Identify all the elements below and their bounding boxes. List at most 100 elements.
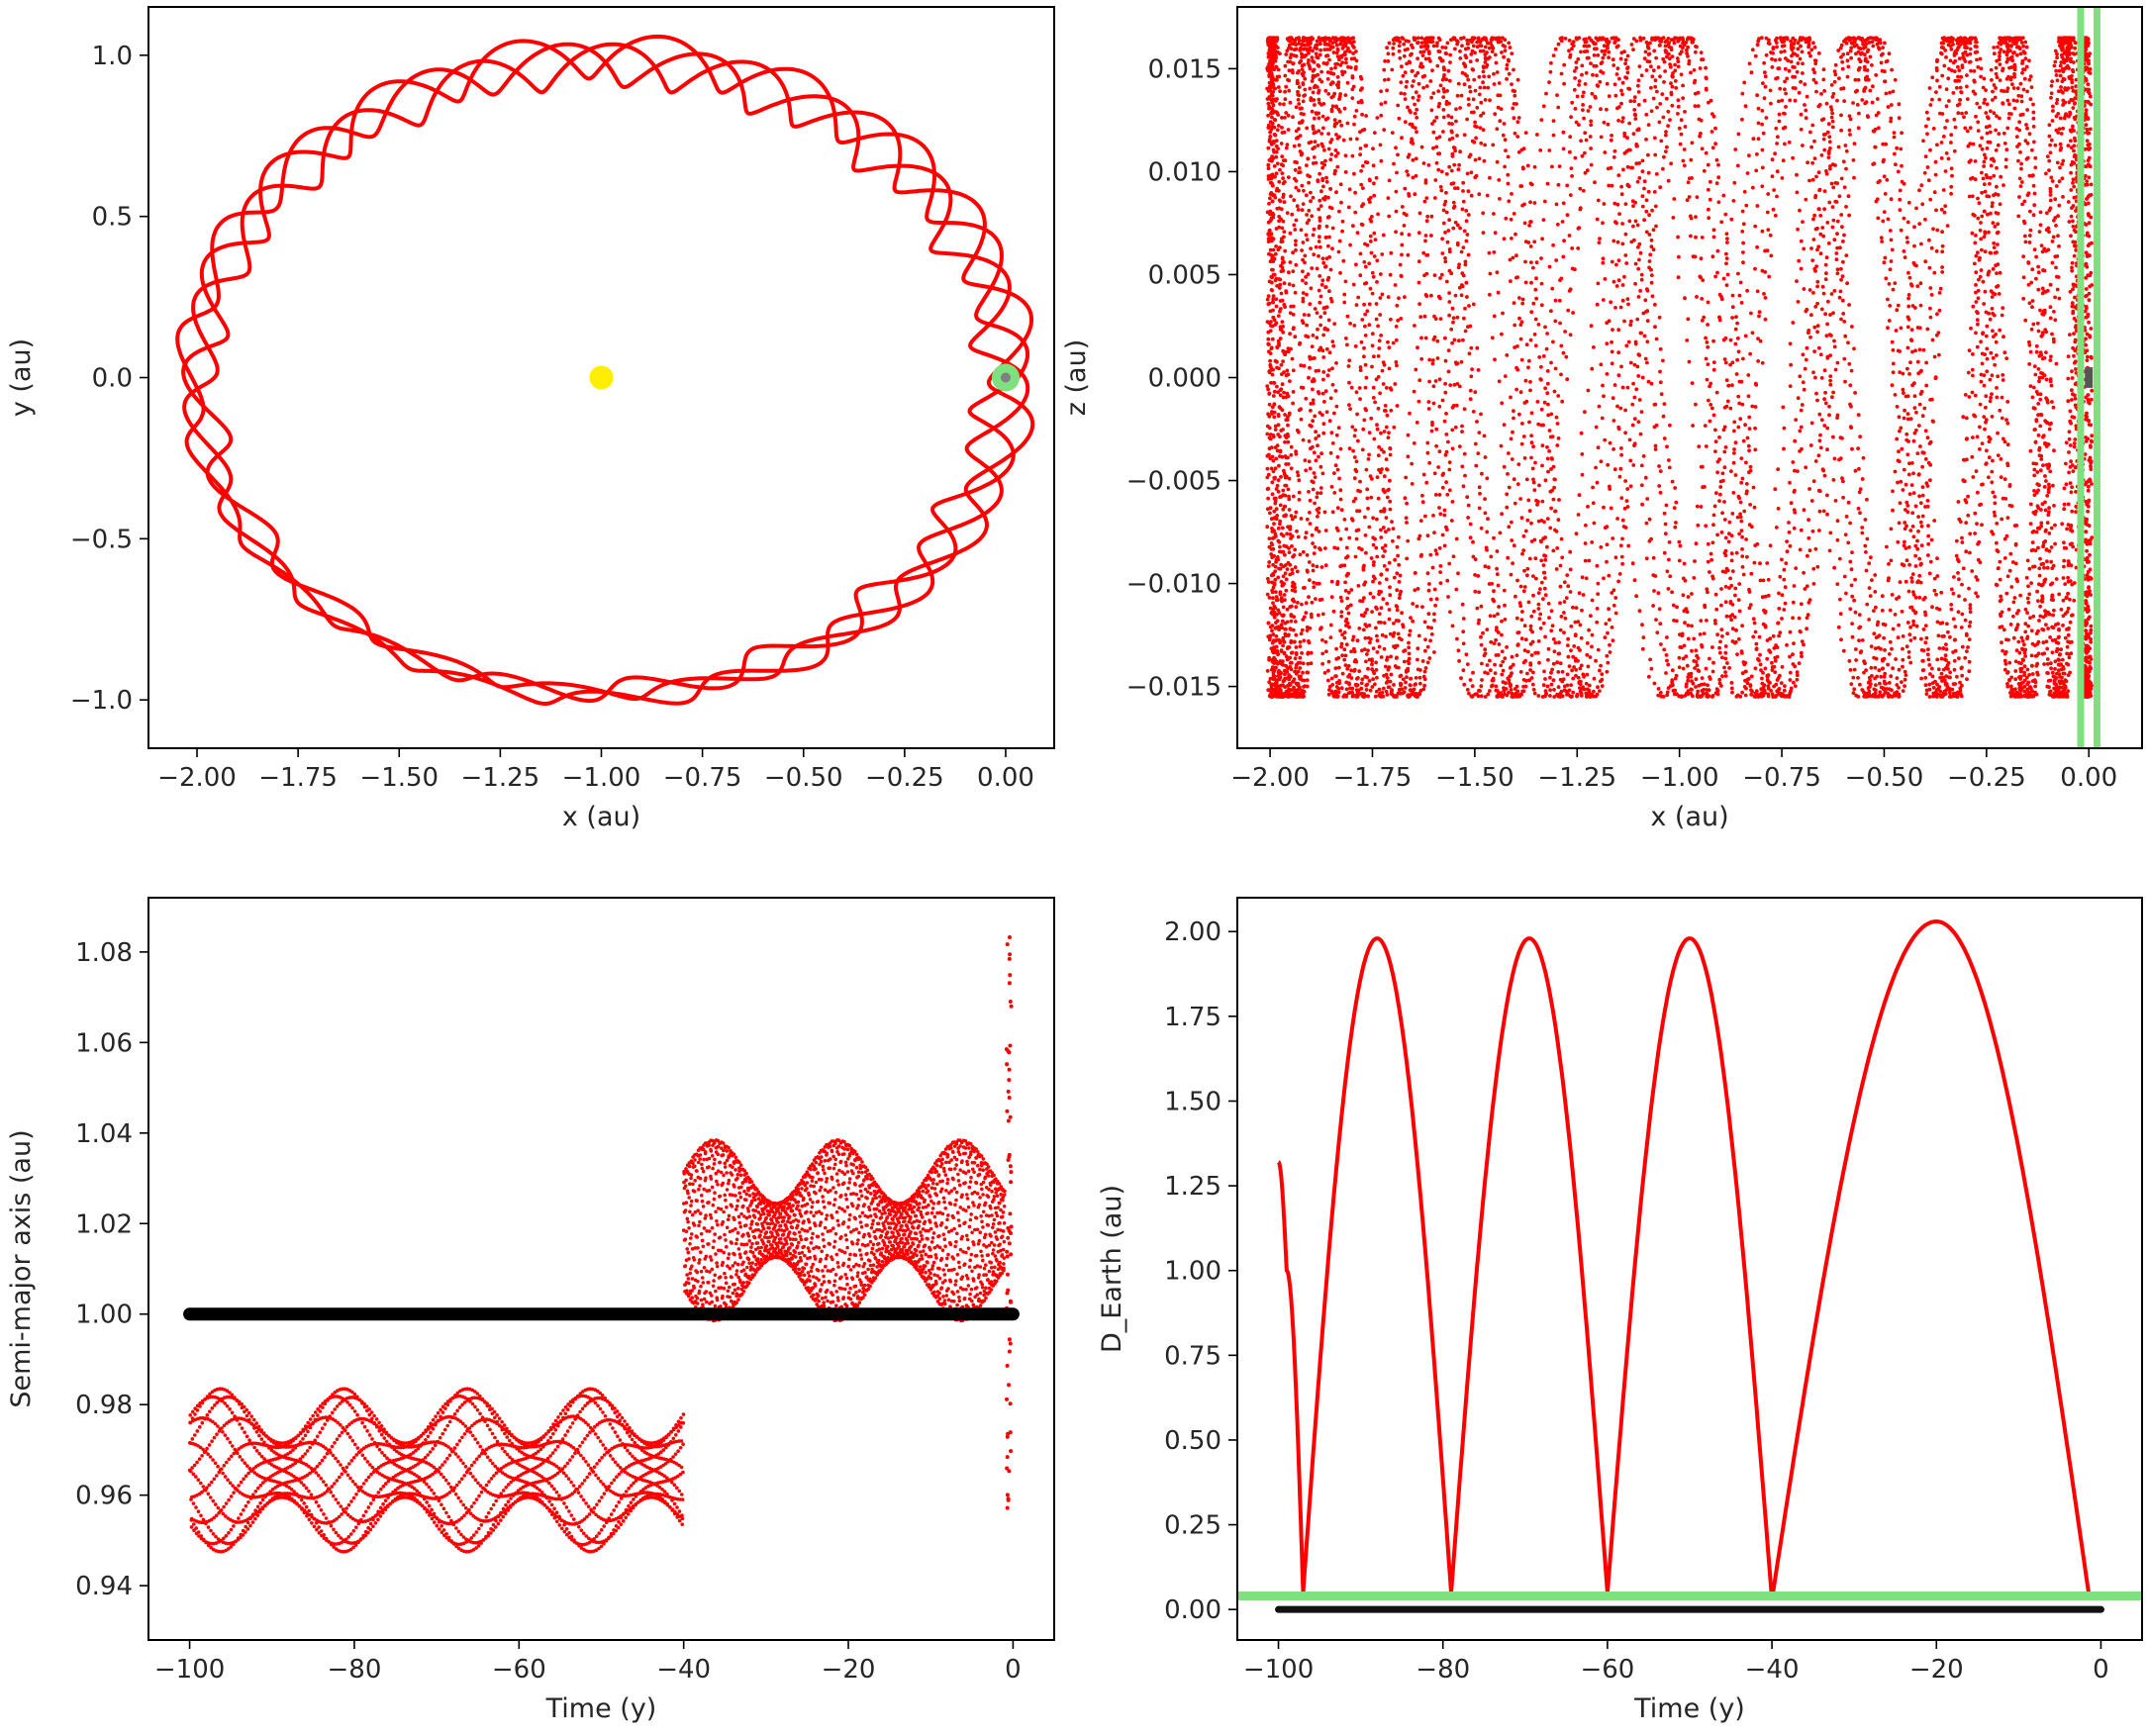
xz-point [1320, 661, 1324, 666]
xz-point [1444, 480, 1448, 485]
xz-point [1624, 261, 1629, 265]
xz-point [1550, 457, 1554, 461]
xz-point [2068, 481, 2073, 485]
xz-point [1379, 89, 1383, 94]
xz-point [1839, 277, 1843, 282]
xz-point [2062, 60, 2067, 65]
xz-point [1833, 72, 1838, 77]
xz-point [1509, 688, 1513, 692]
xz-point [1905, 325, 1910, 330]
xz-point [1298, 60, 1302, 65]
xz-point [1395, 303, 1400, 308]
xz-point [1416, 231, 1421, 236]
xz-point [1703, 424, 1708, 428]
xz-point [1293, 656, 1298, 661]
xz-point [1363, 324, 1367, 329]
xz-point [2048, 469, 2053, 474]
xz-point [1551, 339, 1555, 344]
xz-point [1906, 293, 1911, 297]
xz-point [1479, 604, 1484, 609]
xz-point [1528, 244, 1533, 248]
xz-point [1443, 358, 1448, 363]
xz-point [1424, 196, 1429, 201]
xz-point [1710, 669, 1715, 674]
xz-point [1514, 253, 1518, 258]
xz-point [1923, 640, 1928, 645]
xz-point [1397, 48, 1402, 53]
xz-point [1292, 144, 1297, 148]
xz-point [1809, 48, 1814, 52]
xz-point [1300, 208, 1305, 213]
xz-point [1313, 475, 1318, 479]
xz-point [1654, 337, 1659, 341]
xz-point [2012, 106, 2017, 111]
xz-point [1324, 175, 1328, 180]
xz-point [1587, 683, 1592, 688]
xz-point [1623, 202, 1628, 207]
xz-point [1465, 117, 1469, 122]
xz-point [1722, 425, 1727, 430]
xz-point [1560, 555, 1565, 560]
xz-point [2010, 560, 2015, 564]
xz-point [2071, 345, 2076, 350]
xz-point [1488, 689, 1492, 693]
xz-point [2030, 689, 2034, 694]
xz-point [1363, 362, 1368, 367]
xz-point [1370, 610, 1374, 614]
xz-point [1607, 573, 1611, 578]
xz-point [1849, 368, 1854, 373]
xz-point [1376, 354, 1381, 358]
xz-point [1890, 383, 1895, 388]
xz-point [1379, 113, 1384, 118]
xz-point [1896, 303, 1901, 308]
xz-point [1549, 60, 1553, 65]
xz-point [2027, 234, 2032, 238]
xz-point [2017, 195, 2021, 199]
xz-point [1863, 543, 1868, 548]
xz-point [1461, 668, 1466, 673]
xz-point [2068, 443, 2073, 447]
xz-point [1397, 44, 1402, 48]
xz-point [1672, 506, 1677, 510]
xz-point [1460, 464, 1465, 469]
xz-point [1676, 59, 1681, 64]
xz-point [1832, 79, 1837, 84]
xz-point [1833, 62, 1838, 67]
xz-point [2026, 624, 2030, 628]
xz-point [1495, 70, 1500, 74]
xz-point [1989, 289, 1994, 293]
xz-point [1315, 495, 1319, 500]
xz-point [1847, 659, 1852, 663]
xz-point [1335, 136, 1340, 141]
xz-point [1402, 224, 1407, 228]
xz-point [1529, 521, 1533, 526]
xz-point [1375, 280, 1379, 284]
xz-point [1787, 521, 1791, 525]
xz-point [1821, 137, 1826, 142]
xz-point [2014, 99, 2019, 103]
xz-point [2063, 635, 2068, 640]
xz-point [1601, 55, 1606, 60]
xz-point [1927, 86, 1932, 90]
xz-point [1911, 590, 1915, 594]
xz-point [1518, 604, 1523, 609]
xz-point [1522, 456, 1527, 460]
xz-point [1979, 74, 1983, 79]
xz-point [1682, 561, 1687, 566]
xz-point [1903, 408, 1906, 413]
xz-point [1513, 89, 1516, 94]
xz-point [1338, 63, 1343, 67]
xz-point [1771, 633, 1776, 638]
xz-point [1726, 539, 1731, 544]
xz-point [1405, 61, 1409, 66]
xz-point [1742, 509, 1747, 514]
xz-point [1362, 354, 1366, 359]
xz-point [2002, 39, 2007, 44]
xz-point [1422, 620, 1427, 625]
xz-point [2059, 647, 2064, 652]
xz-point [1947, 66, 1951, 71]
xz-point [1670, 590, 1674, 595]
xz-point [2002, 335, 2005, 339]
xz-point [1370, 477, 1374, 481]
xz-point [1573, 620, 1578, 625]
